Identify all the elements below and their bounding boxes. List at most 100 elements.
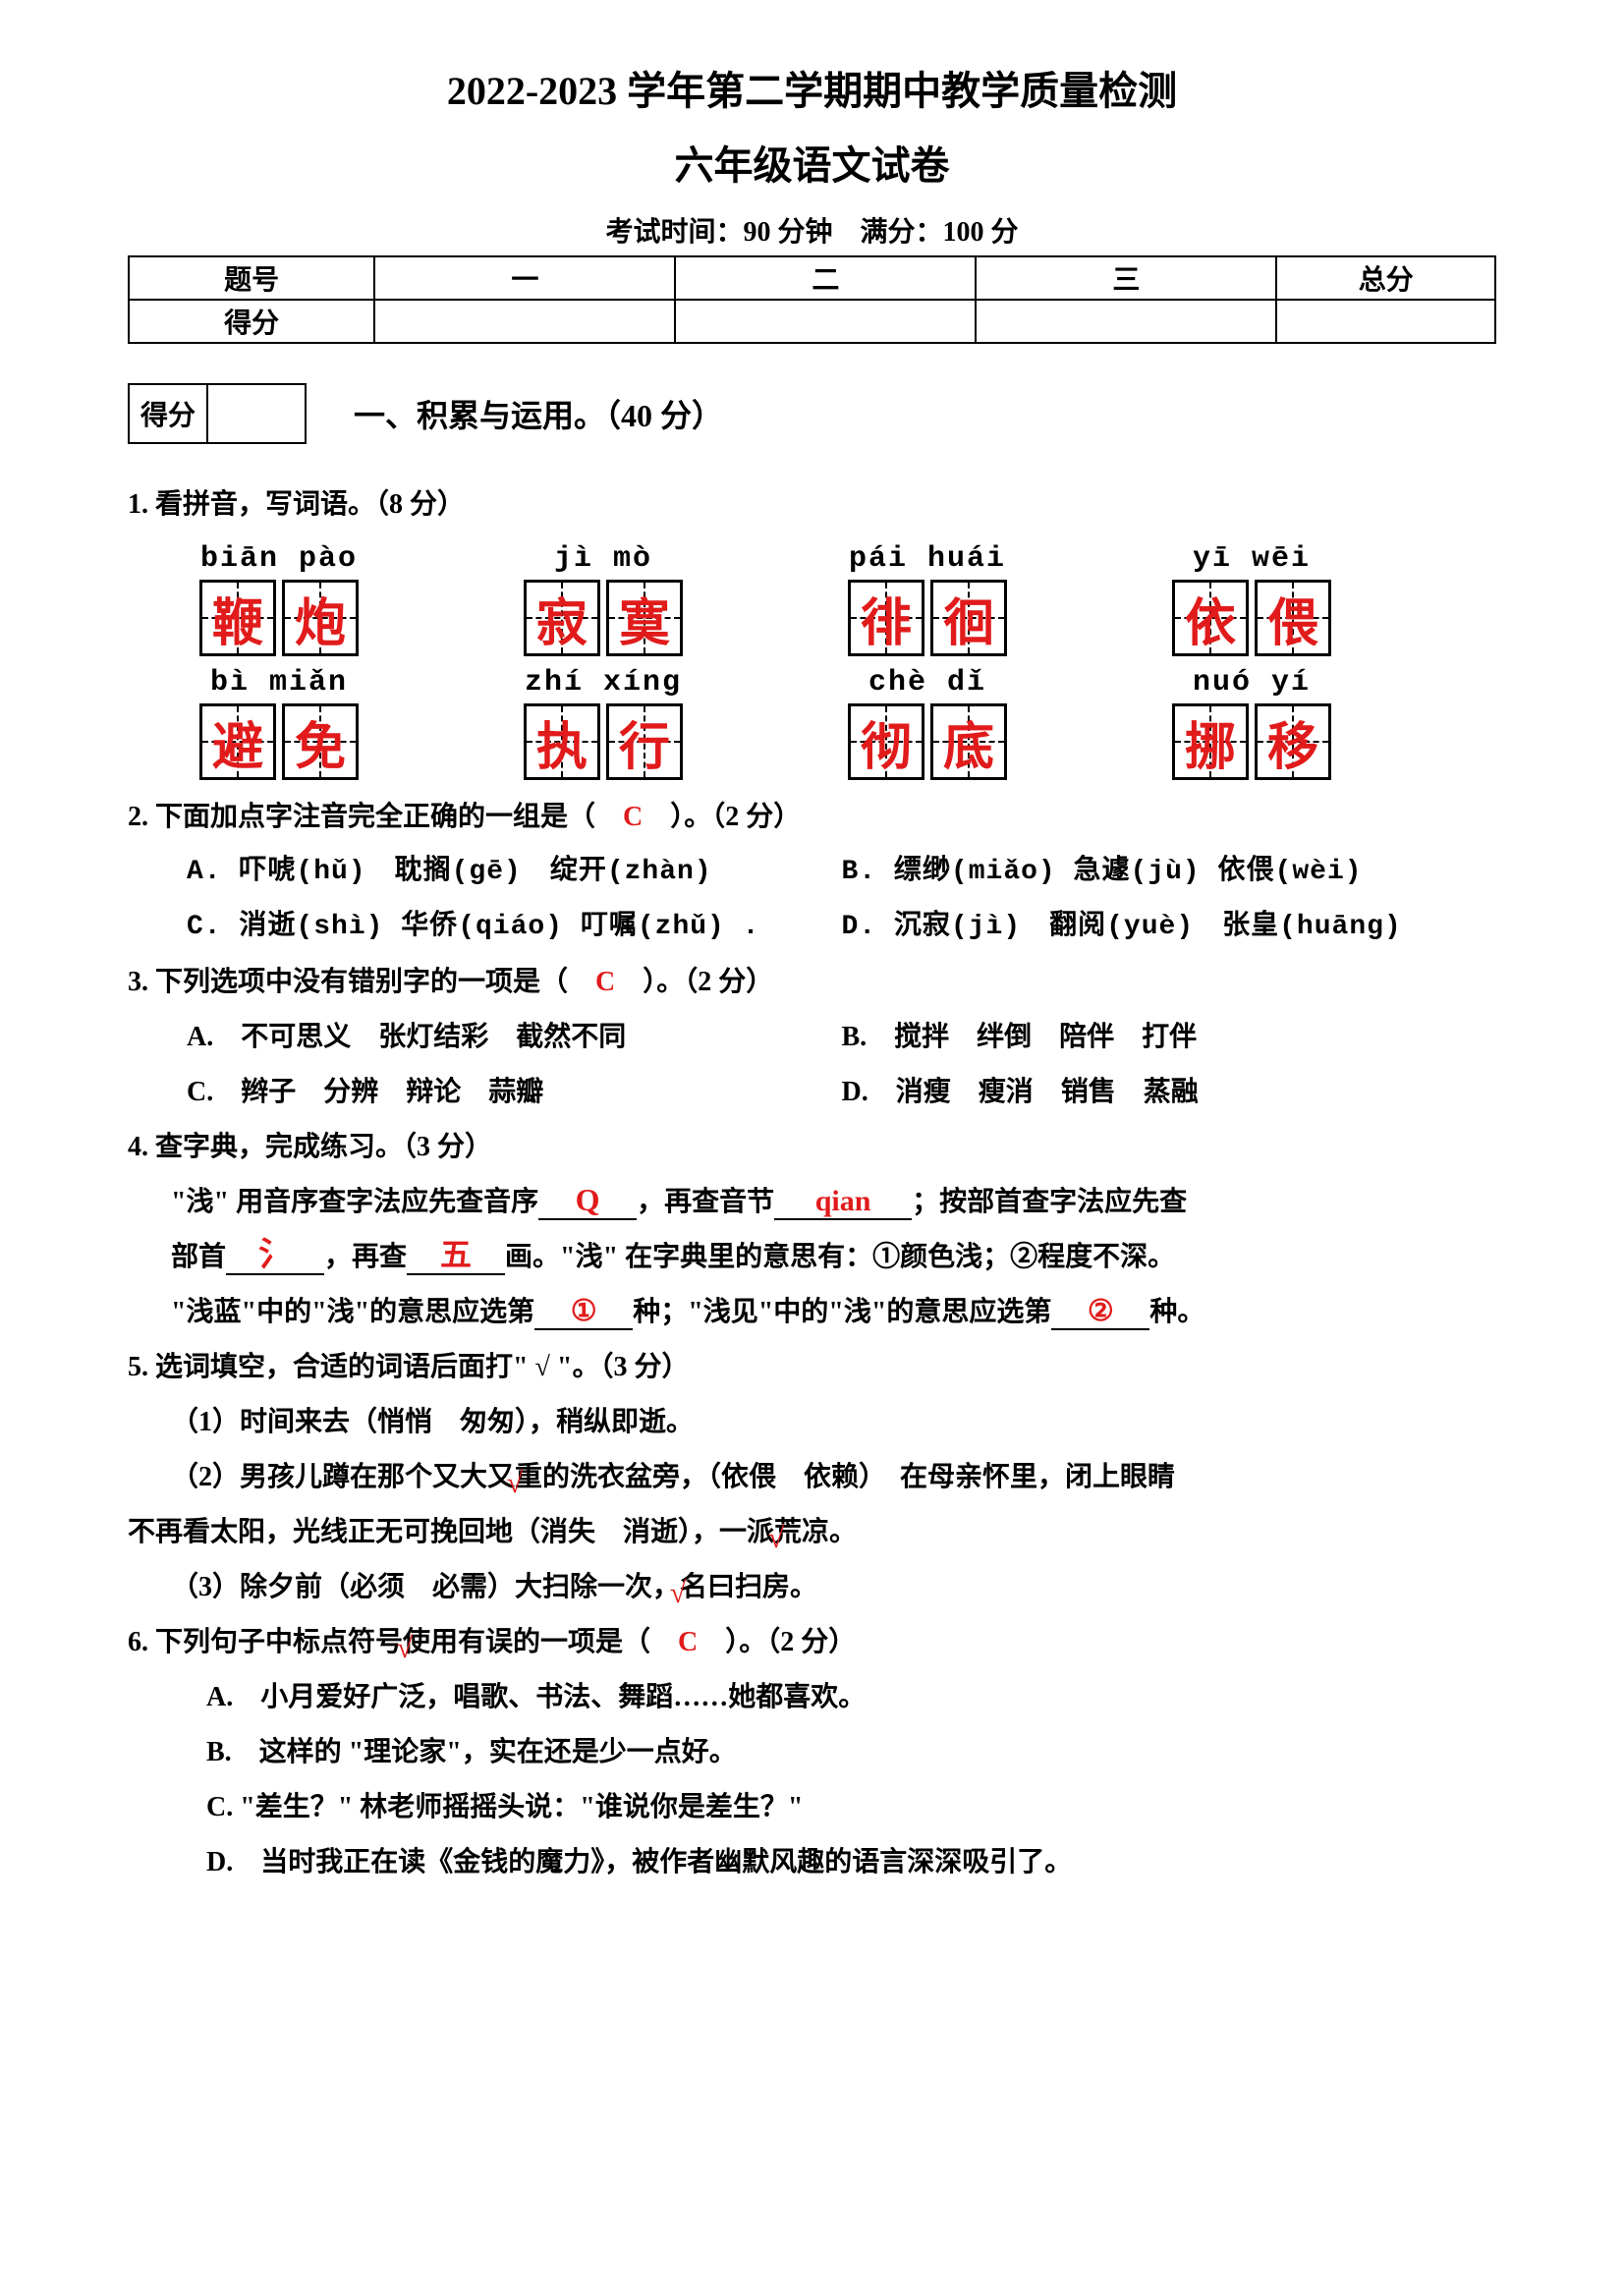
q6-stem: 6. 下列句子中标点符号使用有误的一项是（ C ）。（2 分） [128, 1615, 1496, 1670]
q2-stem-a: 2. 下面加点字注音完全正确的一组是（ [128, 802, 623, 832]
q3-stem-b: ）。（2 分） [615, 967, 773, 997]
answer-char: 行 [619, 705, 670, 779]
score-cell-total [1276, 300, 1495, 343]
q3-optC: C. 辫子 分辨 辩论 蒜瓣 [187, 1065, 842, 1120]
answer-char: 寂 [536, 582, 588, 655]
q4-line1: "浅" 用音序查字法应先查音序Q，再查音节qian；按部首查字法应先查 [128, 1175, 1496, 1230]
q6-optD: D. 当时我正在读《金钱的魔力》，被作者幽默风趣的语言深深吸引了。 [128, 1835, 1496, 1890]
pinyin-label: biān pào [171, 542, 387, 576]
tian-box: 避 [199, 703, 276, 780]
answer-char: 挪 [1185, 705, 1236, 779]
mini-score-blank [207, 384, 306, 443]
tian-box: 徊 [930, 580, 1007, 656]
tian-box: 徘 [848, 580, 924, 656]
q1-row2: bì miǎn 避 免 zhí xíng 执 行 chè dǐ 彻 底 nuó … [171, 666, 1496, 780]
q4-l3c: 种。 [1149, 1297, 1204, 1327]
answer-char: 炮 [295, 582, 346, 655]
score-th-2: 二 [675, 256, 976, 300]
q2-optD: D. 沉寂(jì) 翻阅(yuè) 张皇(huāng) [842, 900, 1497, 955]
answer-char: 寞 [619, 582, 670, 655]
pinyin-label: bì miǎn [171, 666, 387, 700]
mini-score-label: 得分 [129, 384, 207, 443]
section1-title: 一、积累与运用。（40 分） [354, 391, 723, 436]
score-cell-2 [675, 300, 976, 343]
answer-char: 徊 [943, 582, 994, 655]
q3-stem-a: 3. 下列选项中没有错别字的一项是（ [128, 967, 595, 997]
q5-l2c: 不再看太阳，光线正无可挽回地（消失 消逝 [128, 1517, 678, 1547]
score-th-3: 三 [976, 256, 1276, 300]
title-main: 2022-2023 学年第二学期期中教学质量检测 [128, 59, 1496, 116]
q5-l3a: （3）除夕前（必须 [171, 1572, 405, 1602]
q4-ans2: qian [815, 1185, 871, 1217]
q4-stem: 4. 查字典，完成练习。（3 分） [128, 1120, 1496, 1175]
q2-options: A. 吓唬(hǔ) 耽搁(gē) 绽开(zhàn) C. 消逝(shì) 华侨(… [187, 845, 1496, 955]
q1-r2-c4: nuó yí 挪 移 [1144, 666, 1360, 780]
q4-ans1: Q [576, 1182, 600, 1217]
q4-l1a: "浅" 用音序查字法应先查音序 [171, 1187, 538, 1217]
tian-box: 移 [1255, 703, 1331, 780]
q4-l3b: 种；"浅见"中的"浅"的意思应选第 [633, 1297, 1051, 1327]
q3-optA: A. 不可思义 张灯结彩 截然不同 [187, 1010, 842, 1065]
q3-stem: 3. 下列选项中没有错别字的一项是（ C ）。（2 分） [128, 955, 1496, 1010]
section1-head-row: 得分 一、积累与运用。（40 分） [128, 383, 1496, 444]
pinyin-label: nuó yí [1144, 666, 1360, 700]
answer-char: 依 [1185, 582, 1236, 655]
score-value-row: 得分 [129, 300, 1495, 343]
tian-box: 执 [524, 703, 600, 780]
q5-stem: 5. 选词填空，合适的词语后面打" √ "。（3 分） [128, 1340, 1496, 1395]
answer-char: 移 [1267, 705, 1318, 779]
pinyin-label: pái huái [819, 542, 1036, 576]
q6-optC: C. "差生？" 林老师摇摇头说："谁说你是差生？" [128, 1780, 1496, 1835]
q3-answer: C [595, 967, 615, 997]
q5-l1a: （1）时间来去（悄悄 匆匆 [171, 1407, 515, 1437]
q4-ans5: ① [571, 1295, 597, 1327]
q4-ans3: 氵 [258, 1237, 292, 1273]
score-th-1: 一 [374, 256, 675, 300]
tian-box: 行 [606, 703, 683, 780]
q1-r1-c4: yī wēi 依 偎 [1144, 542, 1360, 656]
score-th-4: 总分 [1276, 256, 1495, 300]
q5-1: （1）时间来去（悄悄 匆匆√），稍纵即逝。 [128, 1395, 1496, 1450]
q1-r1-c1: biān pào 鞭 炮 [171, 542, 387, 656]
q2-optB: B. 缥缈(miǎo) 急遽(jù) 依偎(wèi) [842, 845, 1497, 900]
answer-char: 底 [943, 705, 994, 779]
tian-box: 寂 [524, 580, 600, 656]
q1-stem: 1. 看拼音，写词语。（8 分） [128, 477, 1496, 532]
q2-stem-b: ）。（2 分） [643, 802, 801, 832]
pinyin-label: yī wēi [1144, 542, 1360, 576]
answer-char: 免 [295, 705, 346, 779]
q6-optA: A. 小月爱好广泛，唱歌、书法、舞蹈……她都喜欢。 [128, 1670, 1496, 1725]
score-row-label: 得分 [129, 300, 374, 343]
q4-ans6: ② [1088, 1295, 1114, 1327]
q6-optB: B. 这样的 "理论家"，实在还是少一点好。 [128, 1725, 1496, 1780]
exam-page: 2022-2023 学年第二学期期中教学质量检测 六年级语文试卷 考试时间：90… [0, 0, 1624, 1969]
score-cell-3 [976, 300, 1276, 343]
exam-info: 考试时间：90 分钟 满分：100 分 [128, 210, 1496, 250]
q4-l2a: 部首 [171, 1242, 226, 1272]
score-header-row: 题号 一 二 三 总分 [129, 256, 1495, 300]
pinyin-label: jì mò [495, 542, 711, 576]
pinyin-label: zhí xíng [495, 666, 711, 700]
answer-char: 执 [536, 705, 588, 779]
q3-options: A. 不可思义 张灯结彩 截然不同 C. 辫子 分辨 辩论 蒜瓣 B. 搅拌 绊… [187, 1010, 1496, 1120]
q6-answer: C [678, 1627, 698, 1657]
q4-line2: 部首 氵 ，再查 五 画。"浅" 在字典里的意思有：①颜色浅；②程度不深。 [128, 1230, 1496, 1285]
answer-char: 徘 [861, 582, 912, 655]
tian-box: 挪 [1172, 703, 1249, 780]
q5-l3b: 必需）大扫除一次，名曰扫房。 [405, 1572, 817, 1602]
tian-box: 免 [282, 703, 359, 780]
q4-l2c: 画。"浅" 在字典里的意思有：①颜色浅；②程度不深。 [505, 1242, 1175, 1272]
answer-char: 避 [212, 705, 263, 779]
q4-l2b: ，再查 [324, 1242, 407, 1272]
q5-l2a: （2）男孩儿蹲在那个又大又重的洗衣盆旁，（依偎 [171, 1462, 776, 1492]
q5-l1b: ），稍纵即逝。 [515, 1407, 694, 1437]
tian-box: 彻 [848, 703, 924, 780]
q5-l2b: 依赖） 在母亲怀里，闭上眼睛 [776, 1462, 1175, 1492]
q5-3: （3）除夕前（必须√ 必需）大扫除一次，名曰扫房。 [128, 1560, 1496, 1615]
q3-optB: B. 搅拌 绊倒 陪伴 打伴 [842, 1010, 1497, 1065]
q4-ans4: 五 [440, 1237, 472, 1272]
answer-char: 鞭 [212, 582, 263, 655]
score-th-0: 题号 [129, 256, 374, 300]
score-cell-1 [374, 300, 675, 343]
q4-l1c: ；按部首查字法应先查 [912, 1187, 1187, 1217]
